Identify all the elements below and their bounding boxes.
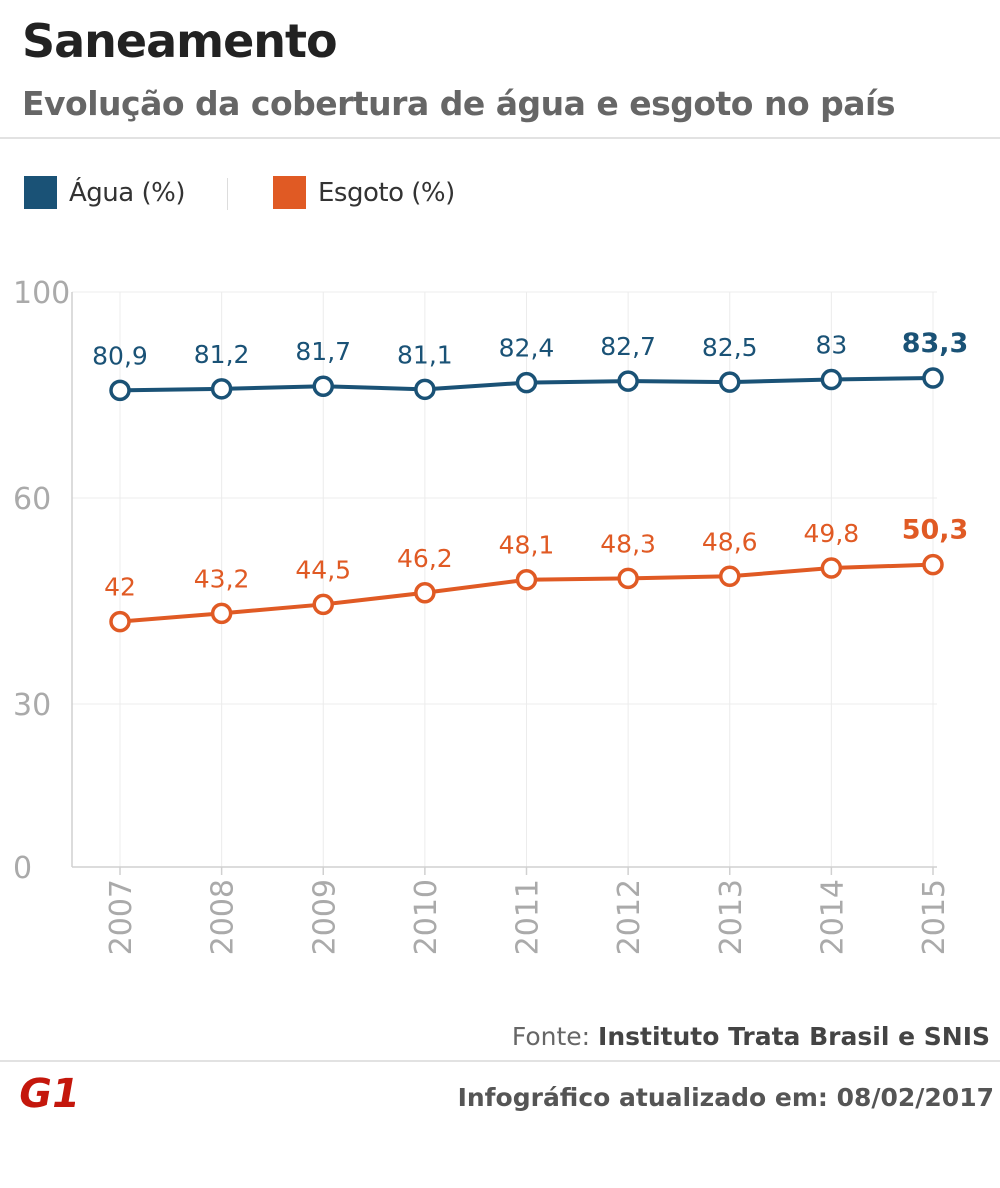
chart-subtitle: Evolução da cobertura de água e esgoto n… [22,84,895,123]
data-point-esgoto-2008 [210,602,233,625]
x-tick-label-2011: 2011 [511,879,546,955]
data-point-agua-2014 [820,368,843,391]
g1-logo-text: G1 [15,1070,75,1112]
legend-label-agua: Água (%) [69,177,185,208]
x-tick-label-2012: 2012 [612,879,647,955]
data-label-agua-2010: 81,1 [397,340,453,369]
source-name: Instituto Trata Brasil e SNIS [598,1022,990,1051]
legend-swatch-esgoto [273,176,306,209]
data-point-agua-2007 [109,379,131,402]
data-point-esgoto-2009 [312,593,334,616]
data-label-agua-2014: 83 [815,331,847,360]
data-label-esgoto-2014: 49,8 [804,519,860,548]
x-tick-label-2009: 2009 [307,879,342,955]
data-point-esgoto-2014 [820,557,843,579]
data-label-agua-2015: 83,3 [902,328,969,359]
x-tick-label-2014: 2014 [815,879,850,955]
data-point-esgoto-2012 [617,567,639,590]
x-tick-label-2008: 2008 [206,879,241,955]
data-label-esgoto-2007: 42 [104,573,136,602]
data-label-esgoto-2010: 46,2 [397,544,453,573]
y-tick-label-100: 100 [13,276,70,311]
data-label-agua-2011: 82,4 [499,334,555,363]
data-label-agua-2009: 81,7 [295,337,351,366]
y-tick-label-0: 0 [13,851,32,886]
data-point-esgoto-2011 [515,568,538,591]
data-point-esgoto-2015 [922,553,944,576]
legend-item-esgoto: Esgoto (%) [273,176,455,209]
data-point-esgoto-2007 [109,610,131,633]
data-label-agua-2012: 82,7 [600,332,656,361]
data-point-agua-2010 [414,378,436,401]
data-label-agua-2007: 80,9 [92,341,148,370]
y-tick-label-30: 30 [13,688,51,723]
g1-logo: G1 [15,1070,75,1112]
data-point-agua-2008 [210,378,233,400]
y-tick-label-60: 60 [13,482,51,517]
chart-title: Saneamento [22,14,338,68]
legend-separator [227,178,228,210]
data-label-agua-2013: 82,5 [702,333,758,362]
data-point-esgoto-2010 [414,582,436,604]
x-tick-label-2015: 2015 [917,879,952,955]
data-label-agua-2008: 81,2 [194,340,250,369]
legend-swatch-agua [24,176,57,209]
data-point-agua-2015 [922,367,944,389]
data-label-esgoto-2013: 48,6 [702,527,758,556]
data-label-esgoto-2011: 48,1 [499,531,555,560]
header-divider [0,137,1000,139]
x-tick-label-2013: 2013 [714,879,749,955]
legend-item-agua: Água (%) [24,176,185,209]
x-tick-label-2007: 2007 [104,879,139,955]
data-label-esgoto-2008: 43,2 [194,564,250,593]
data-point-agua-2009 [312,375,334,397]
data-label-esgoto-2015: 50,3 [902,515,969,546]
data-label-esgoto-2009: 44,5 [295,555,351,584]
data-point-agua-2011 [515,371,538,394]
line-chart: 0 30 60 100 2007 2008 2009 2010 2011 2012 2013 2014… [13,276,969,955]
source-note: Fonte: Instituto Trata Brasil e SNIS [512,1022,990,1051]
source-prefix: Fonte: [511,1022,599,1051]
updated-date: Infográfico atualizado em: 08/02/2017 [457,1083,994,1112]
footer-divider [0,1060,1000,1062]
data-label-esgoto-2012: 48,3 [600,529,656,558]
data-point-agua-2013 [719,371,741,393]
x-tick-label-2010: 2010 [409,879,444,955]
data-point-esgoto-2013 [719,565,741,588]
data-point-agua-2012 [617,370,639,392]
legend-label-esgoto: Esgoto (%) [318,177,455,208]
